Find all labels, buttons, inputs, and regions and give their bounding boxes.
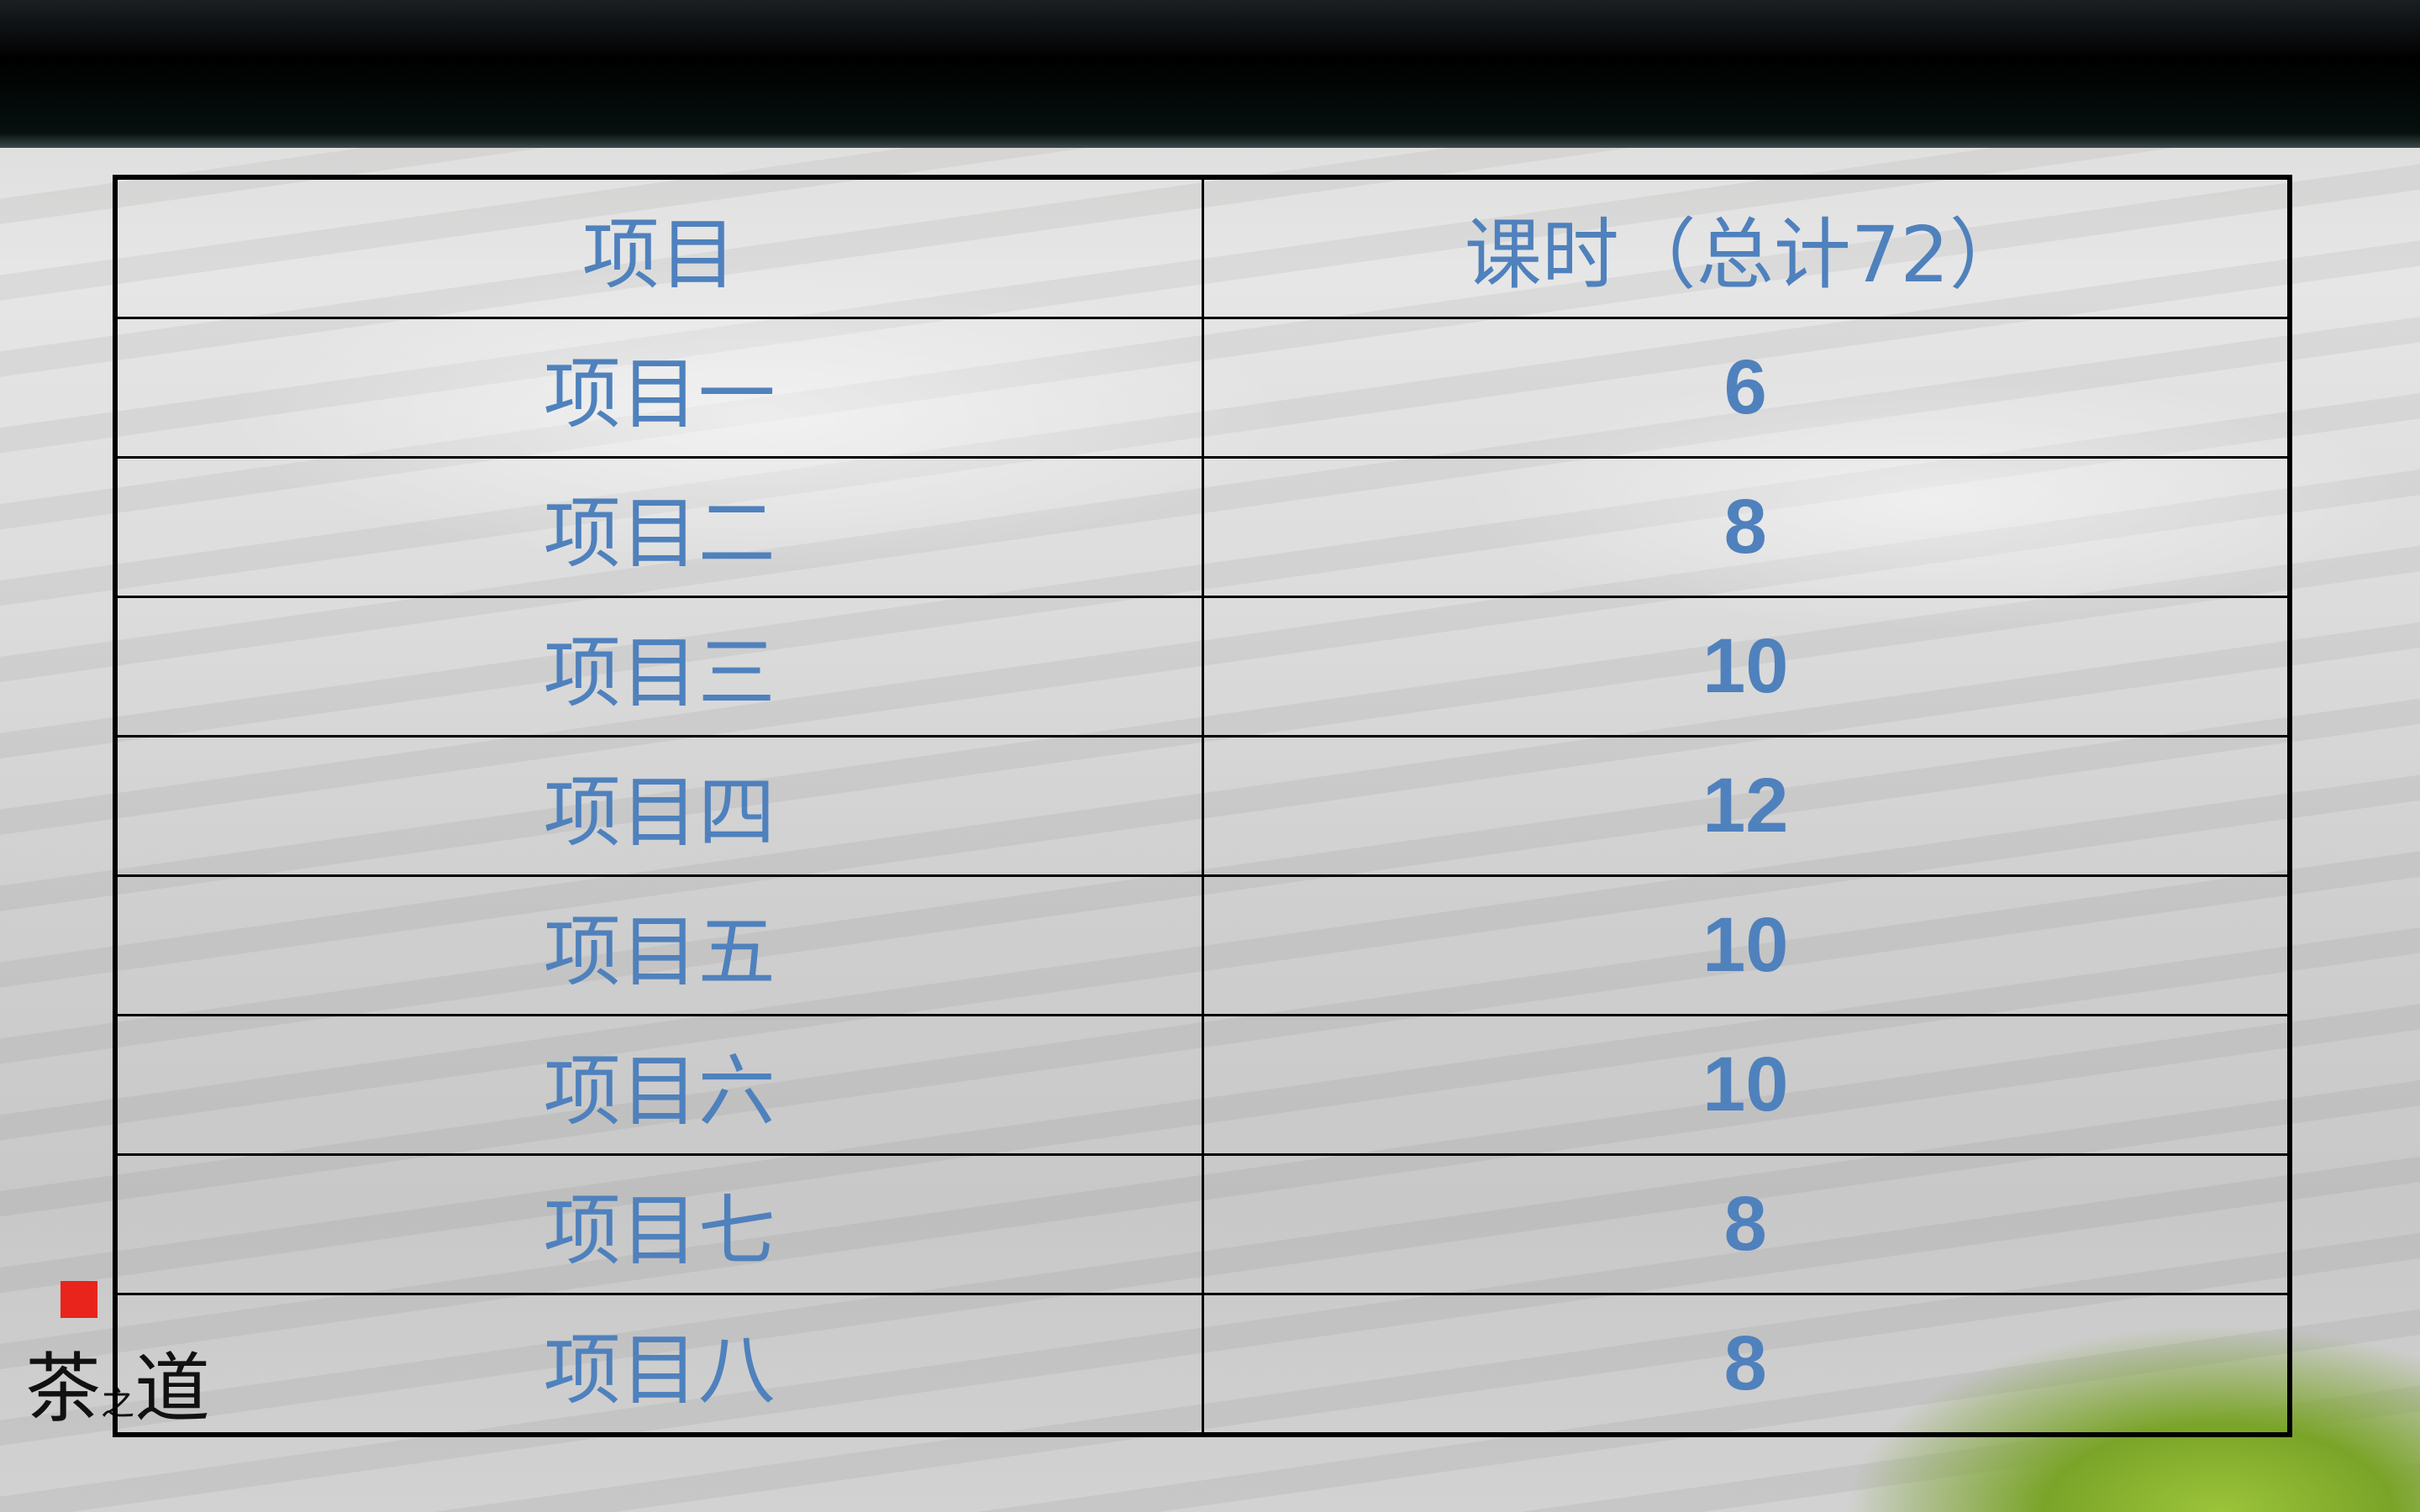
hours-cell: 8 [1201, 456, 2291, 598]
item-cell: 项目五 [113, 874, 1204, 1016]
red-seal-stamp [60, 1281, 97, 1318]
table-header-row: 项目 课时（总计72） [113, 176, 2291, 319]
table-row: 项目八 8 [113, 1293, 2291, 1436]
item-cell: 项目一 [113, 317, 1204, 459]
hours-cell: 10 [1201, 596, 2291, 738]
course-hours-table: 项目 课时（总计72） 项目一 6 项目二 8 项目三 10 项目四 12 项目五 10 项目六 10… [113, 175, 2292, 1437]
item-cell: 项目八 [113, 1293, 1204, 1436]
hours-cell: 12 [1201, 735, 2291, 877]
table-row: 项目四 12 [113, 735, 2291, 877]
table-row: 项目五 10 [113, 874, 2291, 1016]
table-row: 项目三 10 [113, 596, 2291, 738]
item-cell: 项目六 [113, 1014, 1204, 1156]
table-row: 项目一 6 [113, 317, 2291, 459]
table-row: 项目七 8 [113, 1153, 2291, 1295]
hours-cell: 8 [1201, 1153, 2291, 1295]
hours-cell: 8 [1201, 1293, 2291, 1436]
table-row: 项目六 10 [113, 1014, 2291, 1156]
header-item: 项目 [113, 176, 1204, 319]
item-cell: 项目四 [113, 735, 1204, 877]
hours-cell: 10 [1201, 1014, 2291, 1156]
table-row: 项目二 8 [113, 456, 2291, 598]
top-banner [0, 0, 2420, 148]
hours-cell: 10 [1201, 874, 2291, 1016]
header-hours: 课时（总计72） [1201, 176, 2291, 319]
hours-cell: 6 [1201, 317, 2291, 459]
item-cell: 项目三 [113, 596, 1204, 738]
item-cell: 项目二 [113, 456, 1204, 598]
item-cell: 项目七 [113, 1153, 1204, 1295]
